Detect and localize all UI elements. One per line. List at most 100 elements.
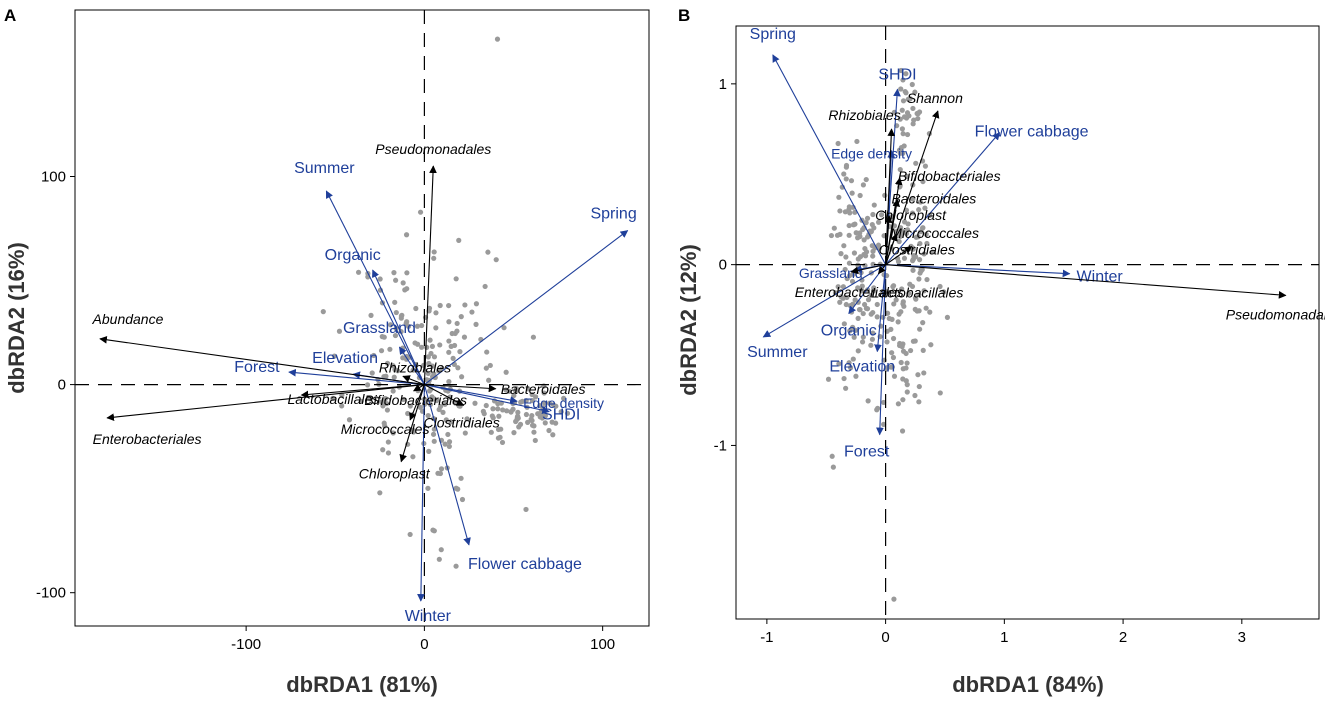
site-point xyxy=(842,266,848,273)
panel-b-vector-label-rhizobiales: Rhizobiales xyxy=(828,107,900,123)
site-point xyxy=(459,496,466,503)
site-point xyxy=(455,486,461,492)
site-point xyxy=(862,245,868,252)
site-point xyxy=(857,254,864,260)
panel-b-x-tick-label: -1 xyxy=(760,629,773,646)
panel-a-vector-edge-density xyxy=(424,384,518,404)
panel-b-vector-clostridiales xyxy=(885,246,913,266)
site-point xyxy=(912,392,918,399)
panel-b-vector-label-bifidobacteriales: Bifidobacteriales xyxy=(898,168,1001,184)
site-point xyxy=(417,404,424,410)
site-point xyxy=(859,339,866,345)
site-point xyxy=(910,105,916,112)
site-point xyxy=(937,283,943,290)
panel-a-vector-grassland xyxy=(398,346,425,385)
site-point xyxy=(487,362,493,369)
panel-b-vector-label-grassland: Grassland xyxy=(799,265,863,281)
site-point xyxy=(443,417,449,423)
site-point xyxy=(944,314,951,320)
panel-b-vector-label-lactobacillales: Lactobacillales xyxy=(872,285,964,301)
site-point xyxy=(453,276,459,282)
site-point xyxy=(840,284,846,290)
site-point xyxy=(834,232,841,238)
site-point xyxy=(481,411,487,417)
site-point xyxy=(916,276,922,282)
site-point xyxy=(405,410,411,417)
panel-a-y-tick-label: 100 xyxy=(41,168,66,185)
site-point xyxy=(462,430,468,436)
site-point xyxy=(513,388,519,394)
site-point xyxy=(358,398,364,404)
site-point xyxy=(891,596,897,602)
panel-a-vector-label-flower-cabbage: Flower cabbage xyxy=(468,556,582,573)
site-point xyxy=(907,96,913,102)
site-point xyxy=(929,249,936,255)
site-point xyxy=(904,360,910,366)
panel-a-x-tick-label: -100 xyxy=(231,636,261,653)
panel-a-y-axis-title: dbRDA2 (16%) xyxy=(4,242,29,394)
panel-a-vector-bacteroidales xyxy=(424,384,497,393)
panel-b-vector-label-chloroplast: Chloroplast xyxy=(875,207,947,223)
panel-a-vector-clostridiales xyxy=(424,384,465,406)
panel-a-vector-label-winter: Winter xyxy=(405,608,452,625)
site-point xyxy=(860,334,866,340)
site-point xyxy=(426,388,433,394)
site-point xyxy=(904,382,910,388)
site-point xyxy=(835,140,841,147)
site-point xyxy=(381,334,387,340)
site-point xyxy=(530,334,536,340)
site-point xyxy=(446,349,452,355)
site-point xyxy=(838,294,844,300)
panel-a-vector-micrococcales xyxy=(409,384,425,421)
site-point xyxy=(436,556,442,562)
site-point xyxy=(893,297,899,303)
panel-a-site-scores xyxy=(320,36,571,569)
panel-b-vector-label-enterobacteriales: Enterobacteriales xyxy=(795,284,904,300)
site-point xyxy=(458,475,464,481)
panel-a-vector-label-grassland: Grassland xyxy=(343,320,416,337)
site-point xyxy=(414,323,421,329)
site-point xyxy=(869,336,876,342)
site-point xyxy=(921,370,927,376)
site-point xyxy=(870,253,876,259)
site-point xyxy=(515,409,521,415)
site-point xyxy=(831,225,837,231)
site-point xyxy=(392,299,398,305)
site-point xyxy=(899,126,905,132)
panel-b-y-tick-label: -1 xyxy=(714,437,727,454)
panel-a-frame xyxy=(74,9,650,627)
panel-b-vector-label-winter: Winter xyxy=(1077,269,1124,286)
site-point xyxy=(871,225,877,231)
site-point xyxy=(448,343,454,349)
site-point xyxy=(843,254,849,260)
site-point xyxy=(424,377,430,383)
site-point xyxy=(437,302,443,309)
site-point xyxy=(838,251,844,257)
site-point xyxy=(464,416,470,422)
panel-a-vector-label-spring: Spring xyxy=(590,206,636,223)
site-point xyxy=(901,303,907,309)
site-point xyxy=(859,288,865,294)
site-point xyxy=(900,366,906,372)
site-point xyxy=(438,466,445,472)
site-point xyxy=(846,222,852,229)
site-point xyxy=(446,443,452,450)
site-point xyxy=(903,350,909,357)
site-point xyxy=(860,310,866,317)
site-point xyxy=(851,250,858,256)
site-point xyxy=(529,418,535,424)
site-point xyxy=(384,407,391,413)
panel-a-vector-organic xyxy=(372,269,425,385)
site-point xyxy=(497,434,503,440)
site-point xyxy=(891,301,897,307)
site-point xyxy=(895,319,901,325)
site-point xyxy=(853,373,859,379)
panel-a-vector-bifidobacteriales xyxy=(413,384,425,392)
site-point xyxy=(855,348,861,354)
site-point xyxy=(546,427,552,434)
site-point xyxy=(904,131,911,138)
site-point xyxy=(435,470,441,476)
site-point xyxy=(489,413,495,419)
site-point xyxy=(435,368,442,374)
site-point xyxy=(884,339,890,345)
